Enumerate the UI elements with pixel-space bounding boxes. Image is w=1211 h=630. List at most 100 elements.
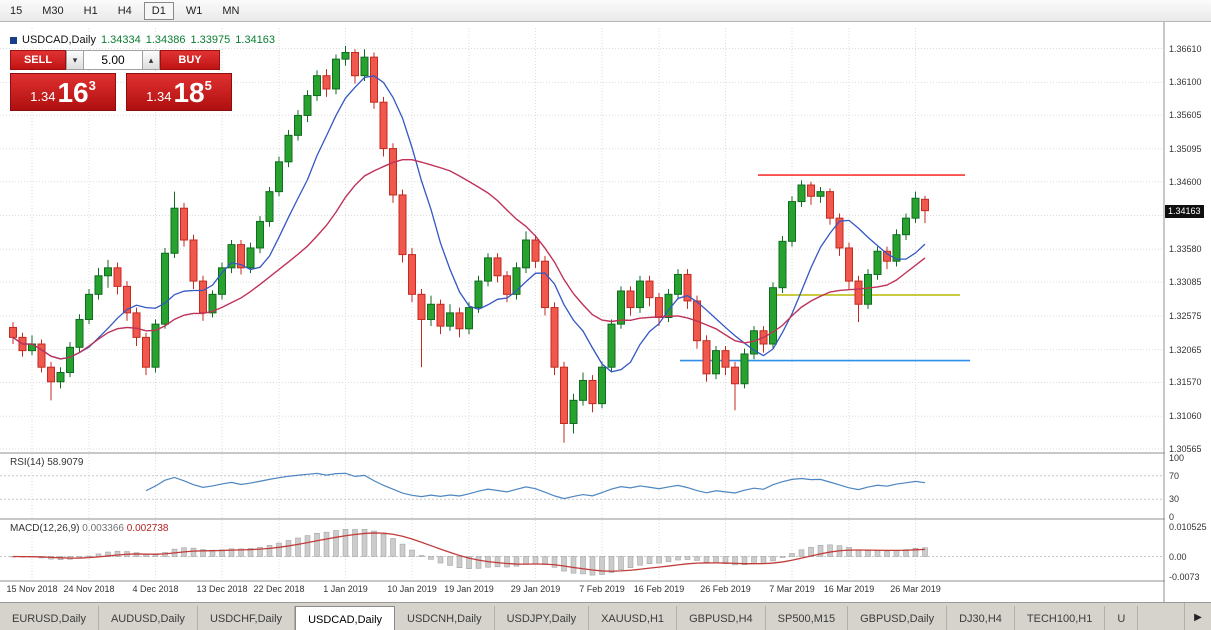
price-axis-label: 1.31060 [1169, 411, 1202, 422]
candlestick [826, 188, 834, 225]
candlestick [626, 286, 635, 316]
candlestick [256, 216, 264, 254]
candlestick [683, 269, 692, 309]
volume-dropdown-button[interactable]: ▾ [66, 50, 84, 70]
candlestick [883, 246, 891, 270]
date-label: 24 Nov 2018 [63, 584, 115, 594]
candlestick [113, 262, 122, 295]
candlestick [740, 348, 749, 389]
date-label: 16 Feb 2019 [633, 584, 685, 594]
chart-tab[interactable]: GBPUSD,Daily [848, 606, 948, 630]
chart-tab[interactable]: USDJPY,Daily [494, 606, 590, 630]
candlestick [379, 96, 388, 157]
macd-label: MACD(12,26,9) 0.003366 0.002738 [10, 523, 169, 534]
candlestick [85, 289, 93, 325]
chart-tab[interactable]: USDCHF,Daily [197, 606, 296, 630]
candlestick [778, 236, 787, 293]
buy-price-pip: 5 [204, 78, 212, 93]
chart-tab[interactable]: USDCNH,Daily [395, 606, 495, 630]
candlestick [189, 234, 198, 290]
chart-tab[interactable]: EURUSD,Daily [0, 606, 99, 630]
price-chart-canvas[interactable] [0, 22, 1165, 602]
date-label: 19 Jan 2019 [444, 584, 494, 594]
chart-tab[interactable]: XAUUSD,H1 [589, 606, 678, 630]
candlestick [759, 326, 768, 353]
candlestick [769, 282, 777, 349]
chart-tab[interactable]: TECH100,H1 [1014, 606, 1106, 630]
timeframe-button-MN[interactable]: MN [214, 2, 247, 20]
chart-tab[interactable]: U [1105, 606, 1139, 630]
candlestick [427, 295, 435, 327]
timeframe-button-W1[interactable]: W1 [178, 2, 211, 20]
candlestick [170, 191, 179, 258]
chart-tab[interactable]: GBPUSD,H4 [677, 606, 766, 630]
candlestick [341, 45, 350, 66]
candlestick [873, 246, 882, 280]
buy-price-big: 18 [173, 77, 205, 108]
buy-button[interactable]: BUY [160, 50, 220, 70]
timeframe-button-15[interactable]: 15 [2, 2, 30, 20]
candlestick [807, 181, 815, 205]
candlestick [664, 289, 673, 323]
candlestick [788, 196, 796, 247]
price-axis-label: 30 [1169, 494, 1180, 505]
chart-tab[interactable]: DJ30,H4 [947, 606, 1015, 630]
candlestick [284, 130, 293, 168]
sell-price-big: 16 [57, 77, 89, 108]
ohlc-low: 1.33975 [190, 34, 231, 46]
candlestick [512, 262, 521, 300]
price-axis-label: 1.32065 [1169, 344, 1202, 355]
candlestick [294, 110, 302, 141]
chart-tab[interactable]: SP500,M15 [765, 606, 849, 630]
candlestick [617, 286, 625, 329]
chart-bullet-icon [10, 36, 17, 44]
candlestick [721, 346, 730, 376]
candlestick [750, 326, 758, 360]
candlestick [398, 189, 407, 263]
candlestick [493, 253, 502, 283]
chevron-up-icon: ▴ [148, 54, 154, 65]
candlestick [902, 213, 910, 240]
candlestick [579, 372, 587, 406]
volume-up-button[interactable]: ▴ [142, 50, 160, 70]
candlestick [560, 361, 568, 443]
date-label: 29 Jan 2019 [510, 584, 561, 594]
candlestick [313, 70, 321, 101]
candlestick [474, 275, 483, 313]
timeframe-button-H4[interactable]: H4 [110, 2, 140, 20]
buy-price-display[interactable]: 1.34 18 5 [126, 73, 232, 111]
date-label: 26 Mar 2019 [890, 584, 941, 594]
price-axis-label: 1.34600 [1169, 176, 1202, 187]
candlestick [208, 290, 217, 318]
price-axis: 1.366101.361001.356051.350951.346001.340… [1165, 22, 1211, 602]
timeframe-button-D1[interactable]: D1 [143, 1, 174, 20]
chart-symbol: USDCAD,Daily [22, 34, 96, 46]
sell-price-pip: 3 [88, 78, 96, 93]
macd-histogram [10, 529, 928, 576]
candlestick [522, 231, 530, 274]
sell-price-display[interactable]: 1.34 16 3 [10, 73, 116, 111]
candlestick [218, 262, 226, 300]
sell-price-prefix: 1.34 [30, 89, 56, 104]
price-axis-label: 0 [1169, 512, 1175, 522]
triangle-right-icon: ▶ [1194, 611, 1202, 623]
chart-tab[interactable]: AUDUSD,Daily [98, 606, 198, 630]
sell-button[interactable]: SELL [10, 50, 66, 70]
candlestick [408, 247, 416, 303]
date-label: 13 Dec 2018 [196, 584, 248, 594]
date-label: 7 Mar 2019 [769, 584, 815, 594]
tab-scroll-right-button[interactable]: ▶ [1184, 603, 1211, 630]
candlestick [569, 393, 578, 434]
candlestick [436, 299, 445, 335]
timeframe-button-H1[interactable]: H1 [76, 2, 106, 20]
volume-input[interactable] [84, 50, 142, 70]
buy-price-prefix: 1.34 [146, 89, 172, 104]
timeframe-button-M30[interactable]: M30 [34, 2, 71, 20]
chart-tab[interactable]: USDCAD,Daily [295, 606, 396, 630]
candlestick [161, 247, 169, 329]
candlestick [56, 367, 65, 389]
candlestick [75, 314, 84, 353]
candlestick [322, 69, 331, 97]
candlestick [645, 275, 654, 307]
